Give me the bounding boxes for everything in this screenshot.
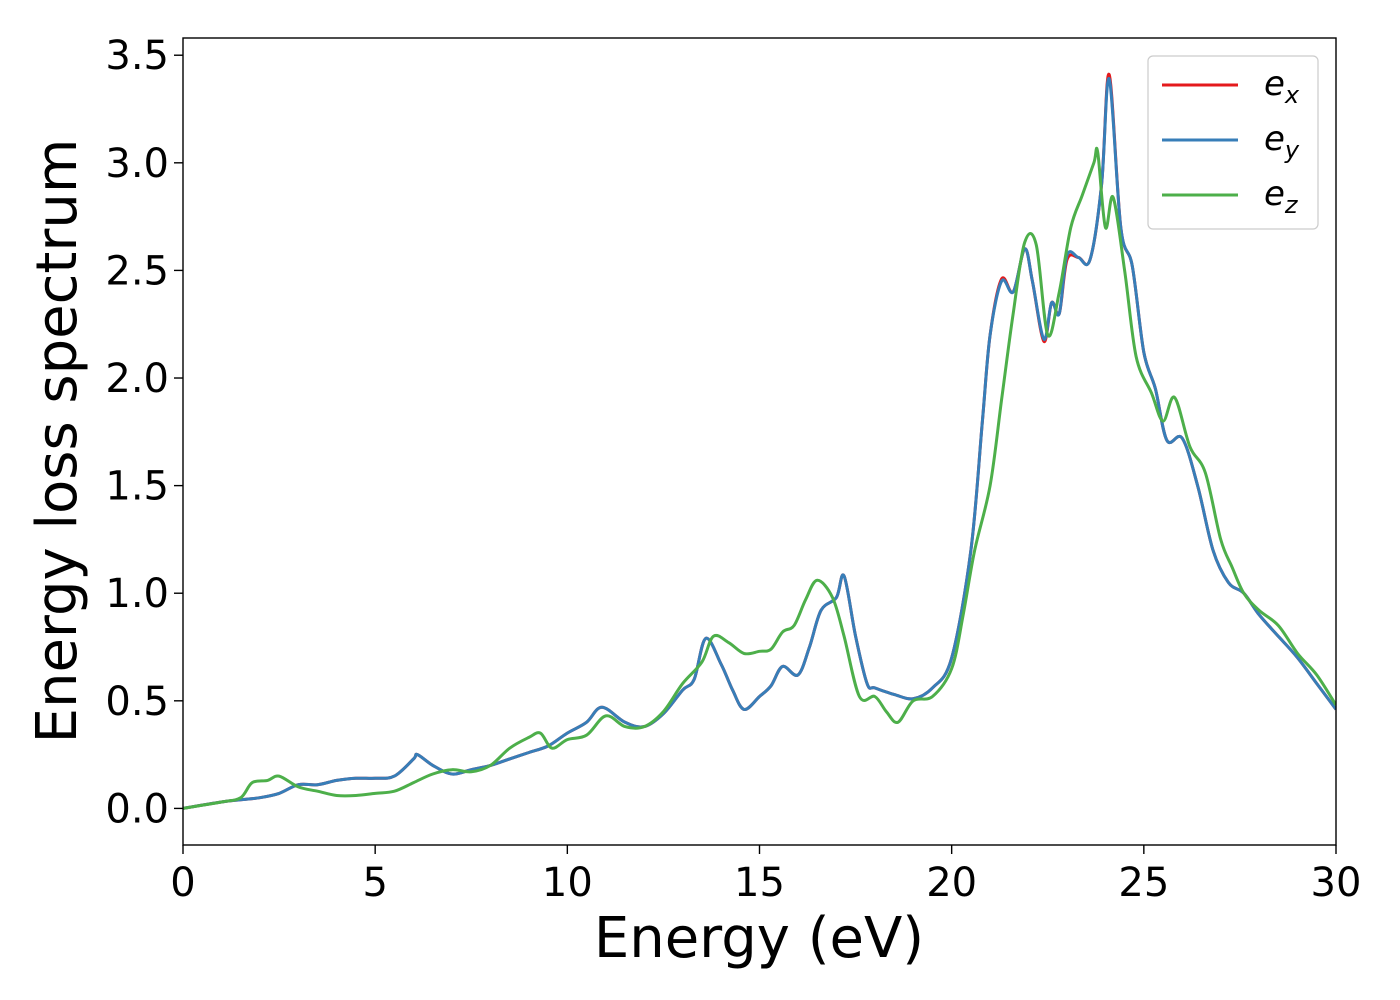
- x-tick-label: 10: [542, 860, 593, 906]
- x-tick-label: 0: [170, 860, 195, 906]
- y-tick-label: 3.0: [105, 141, 169, 187]
- y-tick-label: 0.5: [105, 679, 169, 725]
- y-tick-label: 3.5: [105, 33, 169, 79]
- y-tick-label: 2.0: [105, 356, 169, 402]
- x-tick-label: 25: [1118, 860, 1169, 906]
- y-axis-label: Energy loss spectrum: [25, 139, 90, 744]
- x-axis-label: Energy (eV): [594, 906, 924, 971]
- x-axis-ticks: 0 5 10 15 20 25 30: [170, 845, 1361, 906]
- x-tick-label: 20: [926, 860, 977, 906]
- y-tick-label: 0.0: [105, 786, 169, 832]
- x-tick-label: 15: [734, 860, 785, 906]
- y-axis-ticks: 0.0 0.5 1.0 1.5 2.0 2.5 3.0 3.5: [105, 33, 183, 832]
- x-tick-label: 30: [1311, 860, 1362, 906]
- x-tick-label: 5: [362, 860, 387, 906]
- series-line-ey: [183, 77, 1336, 810]
- y-tick-label: 1.5: [105, 464, 169, 510]
- series-line-ez: [183, 146, 1336, 810]
- y-tick-label: 2.5: [105, 248, 169, 294]
- plot-layer: [183, 73, 1336, 810]
- legend-box: [1147, 55, 1319, 230]
- y-tick-label: 1.0: [105, 571, 169, 617]
